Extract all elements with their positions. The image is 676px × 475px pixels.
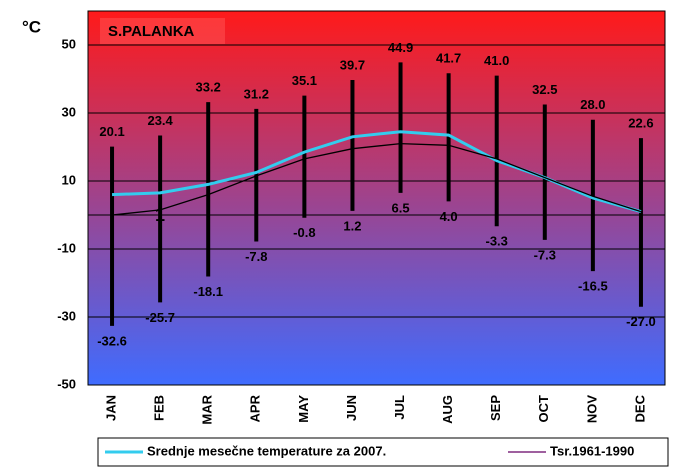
x-tick-label: JUL — [392, 395, 407, 420]
x-tick-label: JUN — [344, 395, 359, 421]
min-label: -3.3 — [486, 234, 508, 249]
min-label: -32.6 — [97, 333, 127, 348]
x-tick-label: NOV — [584, 395, 599, 424]
max-label: 33.2 — [196, 80, 221, 95]
max-label: 41.7 — [436, 51, 461, 66]
y-tick-label: 10 — [62, 172, 76, 187]
min-label: -16.5 — [578, 279, 608, 294]
min-label: 4.0 — [440, 209, 458, 224]
x-tick-label: MAR — [200, 394, 215, 424]
x-tick-label: MAY — [296, 395, 311, 423]
min-label: -18.1 — [193, 284, 223, 299]
min-label: -0.8 — [293, 225, 315, 240]
legend-label: Srednje mesečne temperature za 2007. — [147, 443, 386, 458]
y-tick-label: 50 — [62, 36, 76, 51]
max-label: 44.9 — [388, 40, 413, 55]
y-axis-label: °C — [22, 17, 41, 36]
max-label: 41.0 — [484, 53, 509, 68]
min-label: 6.5 — [392, 200, 410, 215]
y-tick-label: -30 — [57, 308, 76, 323]
min-label: -7.8 — [245, 249, 267, 264]
legend-label: Tsr.1961-1990 — [550, 443, 634, 458]
series-line — [111, 142, 642, 216]
x-tick-label: AUG — [440, 395, 455, 424]
x-tick-label: DEC — [632, 394, 647, 422]
max-label: 31.2 — [244, 86, 269, 101]
x-tick-label: SEP — [488, 395, 503, 421]
max-label: 35.1 — [292, 73, 317, 88]
max-label: 39.7 — [340, 57, 365, 72]
min-label: -25.7 — [145, 310, 175, 325]
x-tick-label: FEB — [152, 395, 167, 421]
max-label: 20.1 — [99, 124, 124, 139]
chart-title: S.PALANKA — [108, 23, 195, 40]
min-label: -27.0 — [626, 314, 656, 329]
y-tick-label: 30 — [62, 104, 76, 119]
min-label: -7.3 — [534, 247, 556, 262]
max-label: 23.4 — [147, 113, 173, 128]
y-tick-label: -10 — [57, 240, 76, 255]
legend — [97, 437, 669, 467]
plot-area — [87, 10, 666, 386]
max-label: 28.0 — [580, 97, 605, 112]
min-label: 1.2 — [343, 218, 361, 233]
x-tick-label: APR — [248, 394, 263, 422]
y-tick-label: -50 — [57, 376, 76, 391]
title-box — [100, 18, 225, 44]
max-label: 32.5 — [532, 82, 557, 97]
max-label: 22.6 — [628, 116, 653, 131]
x-tick-label: OCT — [536, 395, 551, 423]
x-tick-label: JAN — [103, 395, 118, 421]
